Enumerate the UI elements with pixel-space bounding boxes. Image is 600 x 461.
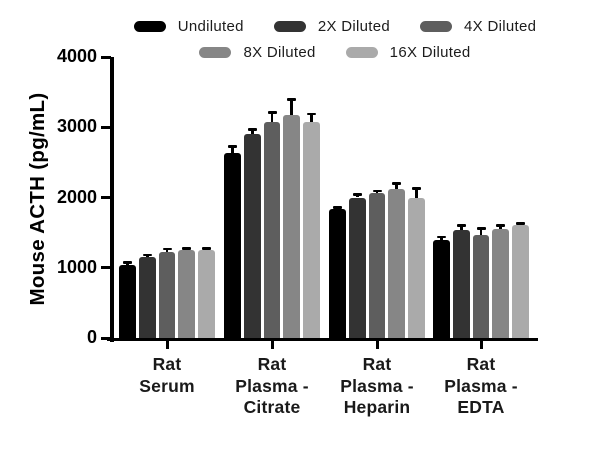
- legend-swatch-icon: [273, 21, 306, 32]
- error-bar-stem: [460, 225, 463, 230]
- legend-swatch-icon: [345, 47, 378, 58]
- y-axis-line: [110, 57, 114, 342]
- error-bar-stem: [251, 129, 254, 135]
- error-bar-stem: [231, 146, 234, 154]
- legend-row: 8X Diluted 16X Diluted: [199, 44, 470, 61]
- error-bar-stem: [290, 99, 293, 115]
- y-tick-mark: [101, 266, 111, 270]
- legend-label: 4X Diluted: [464, 18, 537, 35]
- y-tick-label: 0: [86, 327, 97, 347]
- legend-label: 16X Diluted: [389, 44, 471, 61]
- y-tick-label: 1000: [56, 256, 97, 277]
- bar-8x-diluted-g1: [178, 250, 195, 338]
- error-bar-stem: [356, 194, 359, 198]
- error-bar-stem: [270, 112, 274, 123]
- error-bar-cap: [411, 187, 421, 190]
- error-bar-stem: [310, 113, 313, 123]
- legend-item-4x-diluted: 4X Diluted: [420, 18, 536, 35]
- error-bar-cap: [437, 235, 447, 239]
- legend-item-2x-diluted: 2X Diluted: [273, 18, 391, 35]
- y-tick-mark: [101, 336, 111, 340]
- error-bar-stem: [395, 183, 398, 190]
- y-tick-label: 3000: [56, 116, 97, 137]
- x-category-label: Rat Plasma - Heparin: [340, 354, 414, 417]
- bar-16x-diluted-g4: [512, 224, 529, 338]
- error-bar-stem: [479, 228, 483, 235]
- error-bar-cap: [267, 111, 277, 115]
- chart-legend: Undiluted 2X Diluted 4X Diluted 8X Diluted 1…: [100, 18, 570, 61]
- error-bar-cap: [228, 145, 238, 148]
- legend-row: Undiluted 2X Diluted 4X Diluted: [133, 18, 537, 35]
- legend-label: 8X Diluted: [243, 44, 316, 61]
- legend-item-undiluted: Undiluted: [133, 18, 244, 35]
- error-bar-cap: [476, 227, 486, 230]
- error-bar-cap: [515, 221, 525, 225]
- error-bar-cap: [123, 261, 133, 265]
- bar-2x-diluted-g3: [349, 197, 366, 338]
- y-tick-label: 2000: [56, 186, 97, 207]
- bar-2x-diluted-g2: [244, 134, 261, 338]
- x-tick-mark: [270, 341, 274, 349]
- legend-item-8x-diluted: 8X Diluted: [199, 44, 315, 61]
- bar-4x-diluted-g1: [158, 251, 176, 338]
- bar-2x-diluted-g1: [139, 256, 156, 338]
- y-tick-mark: [101, 125, 111, 129]
- error-bar-stem: [440, 236, 443, 240]
- error-bar-cap: [201, 246, 211, 250]
- bar-4x-diluted-g4: [472, 234, 490, 338]
- error-bar-cap: [247, 128, 257, 131]
- error-bar-cap: [372, 189, 382, 193]
- bar-4x-diluted-g3: [368, 193, 386, 338]
- bar-undiluted-g3: [329, 208, 346, 338]
- y-tick-mark: [101, 196, 111, 199]
- bar-2x-diluted-g4: [453, 229, 470, 338]
- bar-8x-diluted-g3: [388, 189, 405, 338]
- error-bar-cap: [162, 247, 172, 251]
- error-bar-cap: [142, 253, 152, 257]
- y-tick-mark: [101, 55, 111, 59]
- x-tick-mark: [165, 341, 169, 349]
- legend-swatch-icon: [133, 21, 166, 32]
- bar-4x-diluted-g2: [263, 122, 281, 338]
- y-tick-label: 4000: [56, 46, 97, 66]
- x-category-label: Rat Plasma - EDTA: [444, 354, 518, 417]
- bar-16x-diluted-g3: [408, 198, 425, 338]
- error-bar-cap: [182, 246, 192, 250]
- bar-undiluted-g1: [119, 264, 136, 338]
- error-bar-stem: [499, 225, 502, 230]
- x-tick-mark: [375, 341, 379, 349]
- legend-label: 2X Diluted: [317, 18, 391, 35]
- error-bar-stem: [415, 188, 418, 199]
- x-tick-mark: [479, 341, 483, 349]
- error-bar-cap: [392, 182, 402, 186]
- error-bar-cap: [352, 193, 362, 197]
- error-bar-cap: [333, 205, 343, 209]
- error-bar-cap: [496, 224, 506, 227]
- x-category-label: Rat Plasma - Citrate: [235, 354, 309, 417]
- legend-swatch-icon: [420, 21, 453, 32]
- bar-8x-diluted-g4: [492, 229, 509, 338]
- legend-swatch-icon: [199, 47, 232, 58]
- bar-16x-diluted-g2: [303, 122, 320, 338]
- error-bar-cap: [287, 97, 297, 101]
- error-bar-cap: [456, 224, 466, 228]
- legend-label: Undiluted: [177, 18, 244, 35]
- bar-16x-diluted-g1: [198, 250, 215, 338]
- x-axis-line: [107, 337, 538, 341]
- error-bar-stem: [375, 190, 379, 194]
- bar-undiluted-g4: [433, 239, 450, 338]
- error-bar-stem: [165, 248, 169, 252]
- bar-undiluted-g2: [224, 153, 241, 338]
- x-category-label: Rat Serum: [139, 354, 195, 396]
- error-bar-cap: [306, 112, 316, 116]
- bar-8x-diluted-g2: [283, 114, 300, 338]
- legend-item-16x-diluted: 16X Diluted: [345, 44, 471, 61]
